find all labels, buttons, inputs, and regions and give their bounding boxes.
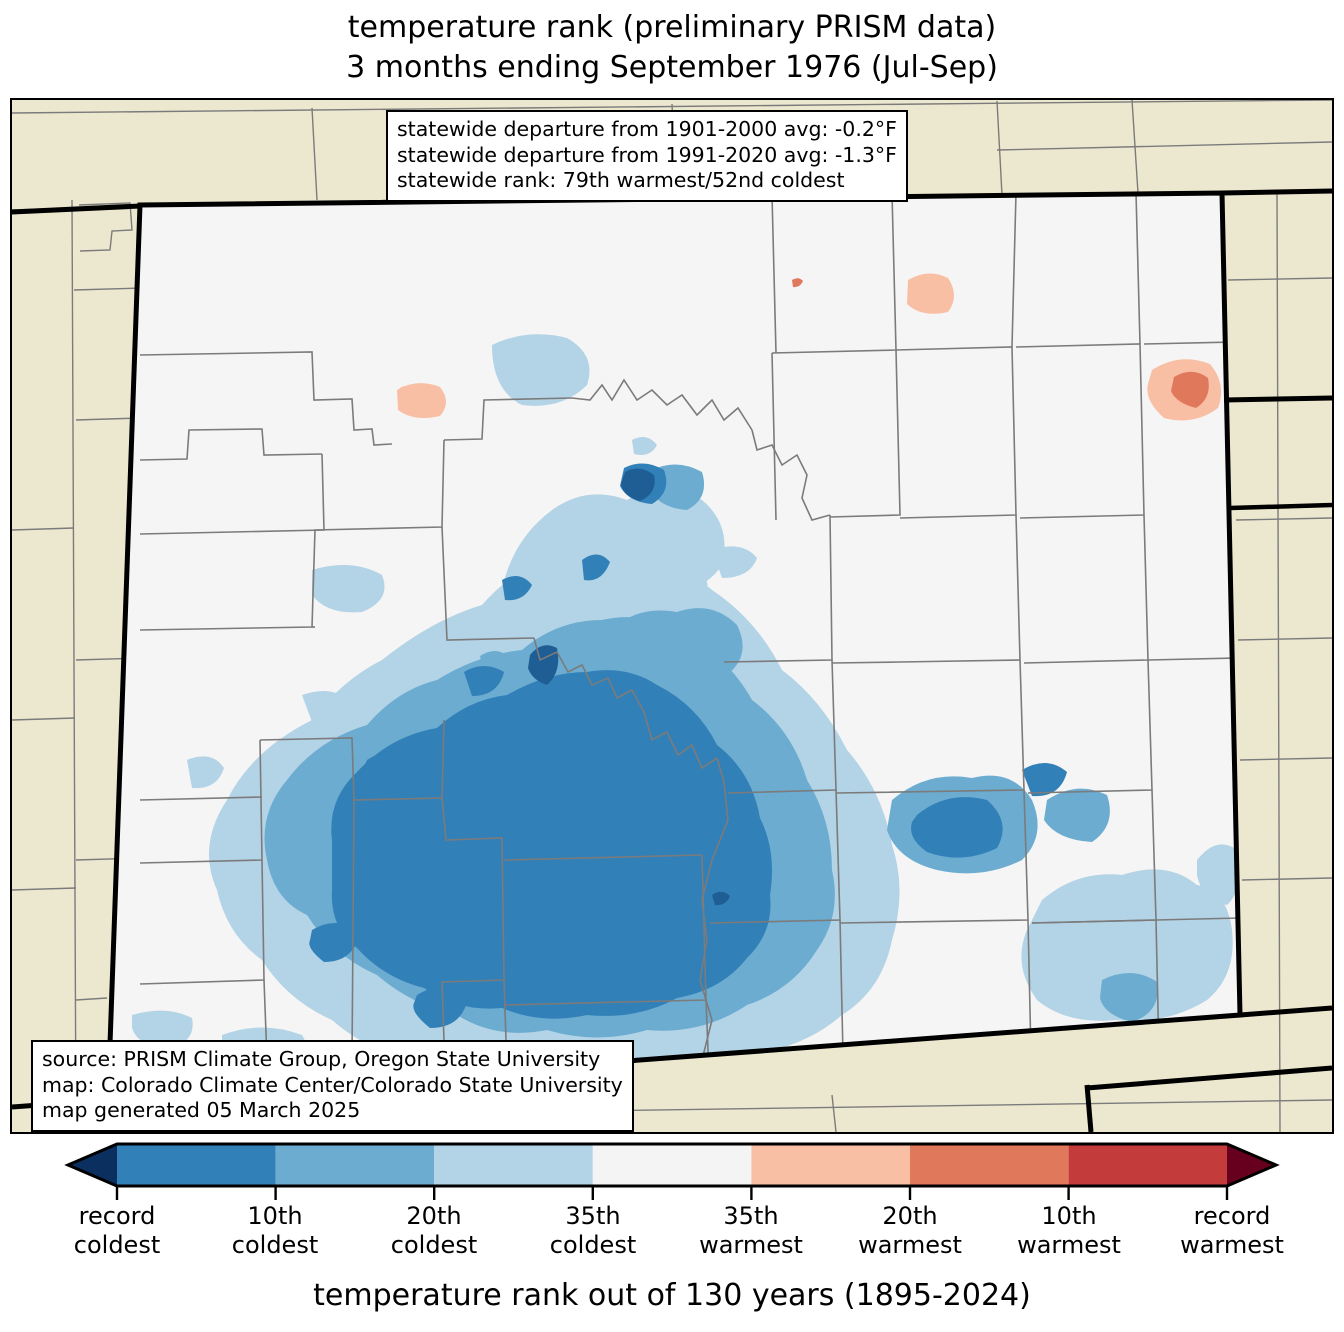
colorbar-segment-10th-warmest	[1068, 1144, 1227, 1186]
stats-statewide-rank: statewide rank: 79th warmest/52nd coldes…	[397, 168, 845, 192]
colorbar-label-20th-coldest: 20th coldest	[354, 1202, 514, 1260]
colorbar-segment-35th-coldest	[434, 1144, 593, 1186]
label-top: 10th	[1041, 1202, 1097, 1230]
colorbar-svg	[64, 1142, 1280, 1200]
title-line-2: 3 months ending September 1976 (Jul-Sep)	[346, 50, 998, 85]
label-top: 35th	[723, 1202, 779, 1230]
colorbar-label-35th-coldest: 35th coldest	[513, 1202, 673, 1260]
colorbar-segment-record-warmest	[1227, 1144, 1276, 1186]
label-bottom: coldest	[549, 1231, 637, 1259]
label-top: record	[78, 1202, 156, 1230]
colorbar-segment-record-coldest	[68, 1144, 117, 1186]
colorbar-label-10th-coldest: 10th coldest	[195, 1202, 355, 1260]
statewide-stats-box: statewide departure from 1901-2000 avg: …	[386, 110, 908, 202]
source-credit-box: source: PRISM Climate Group, Oregon Stat…	[31, 1040, 634, 1132]
colorbar-segment-20th-coldest	[275, 1144, 435, 1186]
label-bottom: coldest	[73, 1231, 161, 1259]
colorbar-segment-10th-coldest	[117, 1144, 276, 1186]
colorbar-label-record-coldest: record coldest	[37, 1202, 197, 1260]
page-title: temperature rank (preliminary PRISM data…	[0, 8, 1344, 88]
colorado-temperature-rank-map	[12, 100, 1332, 1132]
map-credit-line: map: Colorado Climate Center/Colorado St…	[42, 1072, 623, 1097]
colorbar-segment-35th-warmest	[751, 1144, 910, 1186]
colorbar	[0, 1140, 1344, 1200]
colorbar-label-record-warmest: record warmest	[1147, 1202, 1317, 1260]
neighbor-state-outlines-2	[1229, 502, 1332, 511]
stats-departure-1991-2020: statewide departure from 1991-2020 avg: …	[397, 142, 897, 167]
label-top: 20th	[406, 1202, 462, 1230]
label-bottom: warmest	[1017, 1231, 1121, 1259]
label-bottom: warmest	[858, 1231, 962, 1259]
colorbar-segment-20th-warmest	[910, 1144, 1069, 1186]
label-top: 35th	[565, 1202, 621, 1230]
stats-departure-1901-2000: statewide departure from 1901-2000 avg: …	[397, 117, 897, 141]
map-generated-line: map generated 05 March 2025	[42, 1098, 361, 1122]
colorbar-segment-neutral	[592, 1144, 752, 1186]
label-top: 20th	[882, 1202, 938, 1230]
colorbar-label-35th-warmest: 35th warmest	[671, 1202, 831, 1260]
label-bottom: coldest	[231, 1231, 319, 1259]
class-10th-coldest	[309, 463, 1067, 1028]
colorbar-ticks	[115, 1186, 1229, 1200]
label-bottom: warmest	[1180, 1231, 1284, 1259]
colorbar-caption: temperature rank out of 130 years (1895-…	[313, 1278, 1031, 1313]
label-top: 10th	[247, 1202, 303, 1230]
title-line-1: temperature rank (preliminary PRISM data…	[347, 10, 997, 45]
label-top: record	[1193, 1202, 1271, 1230]
colorbar-label-20th-warmest: 20th warmest	[830, 1202, 990, 1260]
label-bottom: warmest	[699, 1231, 803, 1259]
temperature-rank-surface	[108, 193, 1240, 1100]
colorbar-tick-labels: record coldest 10th coldest 20th coldest…	[0, 1202, 1344, 1264]
map-frame	[10, 98, 1334, 1134]
source-line: source: PRISM Climate Group, Oregon Stat…	[42, 1047, 601, 1071]
class-10th-warmest	[792, 278, 1209, 408]
label-bottom: coldest	[390, 1231, 478, 1259]
colorbar-label-10th-warmest: 10th warmest	[989, 1202, 1149, 1260]
